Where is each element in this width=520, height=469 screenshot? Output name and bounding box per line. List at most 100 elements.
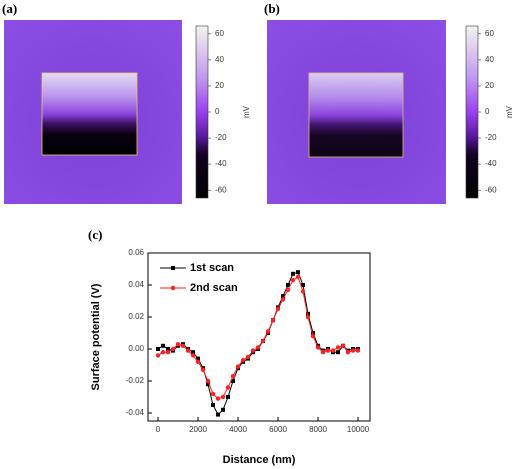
y-tick-label: 0.06	[128, 248, 144, 257]
data-point	[301, 283, 305, 287]
legend-label: 2nd scan	[190, 282, 238, 294]
kpfm-map	[267, 20, 446, 204]
data-point	[210, 391, 216, 396]
x-tick-label: 10000	[347, 425, 370, 434]
x-tick-label: 0	[156, 425, 161, 434]
data-point	[290, 278, 296, 283]
colorbar-tick-label: -40	[215, 159, 227, 168]
legend-marker	[171, 266, 175, 270]
data-point	[221, 407, 225, 412]
data-point	[216, 412, 220, 417]
data-point	[240, 358, 246, 363]
data-point	[255, 345, 261, 350]
data-point	[185, 348, 191, 353]
data-point	[215, 396, 221, 401]
colorbar-label: mV	[505, 105, 514, 118]
panel-label: (b)	[264, 1, 280, 16]
data-point	[196, 356, 200, 361]
x-tick-label: 2000	[189, 425, 207, 434]
data-point	[220, 394, 226, 400]
data-point	[315, 345, 321, 350]
legend-marker	[170, 285, 176, 291]
data-point	[250, 348, 256, 353]
data-point	[280, 297, 286, 302]
colorbar	[465, 25, 479, 199]
data-point	[230, 374, 236, 379]
data-point	[281, 294, 285, 299]
y-tick-label: -0.02	[126, 376, 145, 385]
data-point	[231, 379, 235, 383]
colorbar-tick-label: 60	[215, 29, 224, 38]
plot-frame	[147, 252, 371, 422]
colorbar-tick-label: -20	[215, 133, 227, 142]
y-tick-label: 0.02	[128, 312, 144, 321]
data-point	[325, 348, 331, 353]
data-point	[295, 274, 301, 280]
data-point	[330, 348, 336, 353]
data-point	[225, 385, 231, 390]
x-tick-label: 8000	[309, 425, 327, 434]
data-point	[245, 354, 251, 360]
data-point	[265, 329, 271, 334]
y-tick-label: 0.04	[128, 280, 144, 289]
data-point	[205, 378, 211, 384]
data-point	[291, 271, 295, 276]
data-point	[180, 343, 186, 348]
x-axis-label: Distance (nm)	[223, 454, 296, 466]
data-point	[350, 348, 356, 353]
data-point	[165, 350, 171, 355]
colorbar-tick-label: -60	[215, 185, 227, 194]
data-point	[175, 342, 181, 347]
data-point	[270, 318, 276, 323]
colorbar-tick-label: -40	[485, 159, 497, 168]
colorbar-tick-label: 40	[485, 55, 494, 64]
data-point	[355, 348, 361, 353]
y-axis-label: Surface potential (V)	[90, 283, 102, 390]
data-point	[155, 353, 161, 358]
square-region	[41, 72, 138, 156]
x-tick-label: 6000	[269, 425, 287, 434]
colorbar-tick-label: 40	[215, 55, 224, 64]
square-region	[308, 72, 404, 158]
data-point	[170, 346, 176, 352]
data-point	[191, 350, 195, 355]
data-point	[226, 395, 230, 399]
data-point	[211, 403, 215, 407]
data-point	[200, 367, 206, 372]
y-tick-label: 0.00	[128, 344, 144, 353]
data-point	[195, 359, 201, 364]
data-point	[161, 343, 165, 348]
legend-label: 1st scan	[190, 262, 234, 274]
colorbar-tick-label: 60	[485, 29, 494, 38]
data-point	[305, 314, 311, 320]
data-point	[286, 283, 290, 287]
data-point	[160, 350, 166, 355]
data-point	[166, 347, 170, 351]
data-point	[275, 306, 281, 312]
colorbar-tick-label: 0	[485, 107, 490, 116]
data-point	[306, 311, 310, 316]
data-point	[296, 270, 300, 275]
colorbar-tick-label: -60	[485, 185, 497, 194]
colorbar-label: mV	[242, 105, 251, 118]
data-point	[260, 338, 266, 344]
data-point	[320, 350, 326, 355]
data-point	[311, 331, 315, 335]
colorbar-tick-label: -20	[485, 133, 497, 142]
data-point	[285, 287, 291, 292]
panel-label: (a)	[2, 1, 17, 16]
kpfm-map	[4, 20, 182, 204]
colorbar-tick-label: 0	[215, 107, 220, 116]
data-point	[300, 289, 306, 294]
data-point	[206, 382, 210, 387]
colorbar	[195, 25, 209, 199]
data-point	[335, 345, 341, 350]
data-point	[310, 334, 316, 339]
data-point	[340, 343, 346, 348]
data-point	[235, 364, 241, 369]
data-point	[156, 347, 160, 351]
data-point	[345, 350, 351, 355]
series-line	[157, 276, 358, 400]
colorbar-tick-label: 20	[485, 81, 494, 90]
